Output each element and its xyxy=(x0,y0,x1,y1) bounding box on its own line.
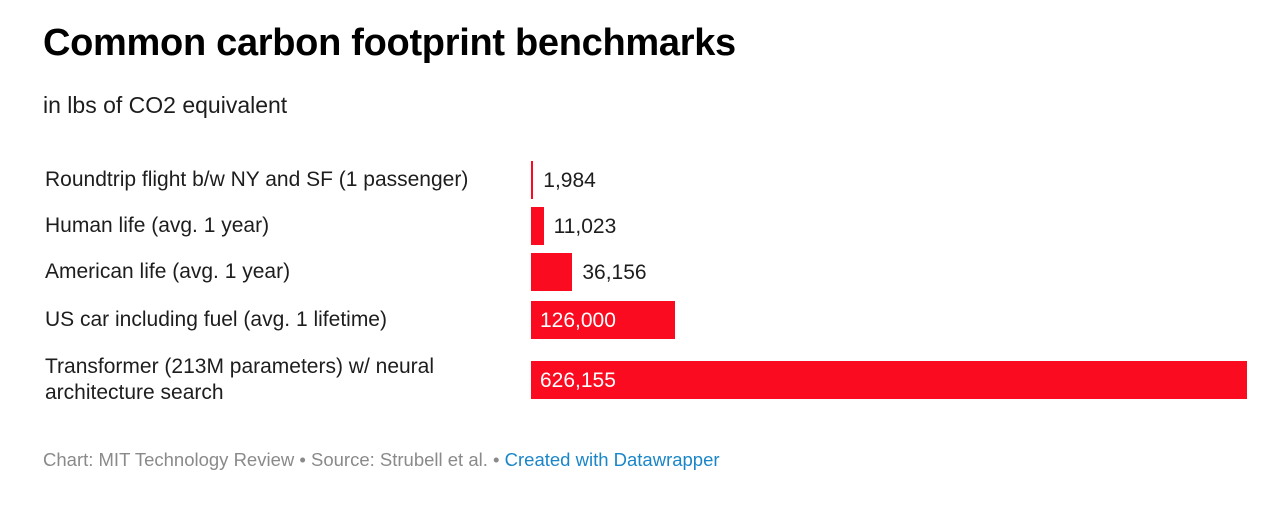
value-label: 126,000 xyxy=(540,309,616,332)
bar xyxy=(531,161,534,199)
chart-subtitle: in lbs of CO2 equivalent xyxy=(43,92,288,118)
chart-credit: Chart: MIT Technology Review xyxy=(43,449,295,470)
chart-title: Common carbon footprint benchmarks xyxy=(43,22,736,64)
datawrapper-link[interactable]: Created with Datawrapper xyxy=(504,449,720,470)
value-label: 36,156 xyxy=(582,261,647,284)
footer-separator: • xyxy=(493,449,500,470)
source-credit: Source: Strubell et al. xyxy=(311,449,488,470)
bar xyxy=(531,361,1247,399)
category-label: Human life (avg. 1 year) xyxy=(45,214,270,237)
category-label: Transformer (213M parameters) w/ neural … xyxy=(45,355,435,404)
value-label: 11,023 xyxy=(553,215,617,238)
bar-chart: Roundtrip flight b/w NY and SF (1 passen… xyxy=(0,150,1280,410)
footer-separator: • xyxy=(299,449,306,470)
bar xyxy=(531,253,573,291)
bar xyxy=(531,207,544,245)
bar xyxy=(531,301,676,339)
value-label: 1,984 xyxy=(543,169,596,192)
value-label: 626,155 xyxy=(540,369,616,392)
category-label: Roundtrip flight b/w NY and SF (1 passen… xyxy=(45,168,469,191)
category-label: US car including fuel (avg. 1 lifetime) xyxy=(45,308,387,331)
category-label: American life (avg. 1 year) xyxy=(45,260,291,283)
chart-footer: Chart: MIT Technology Review • Source: S… xyxy=(43,449,720,471)
